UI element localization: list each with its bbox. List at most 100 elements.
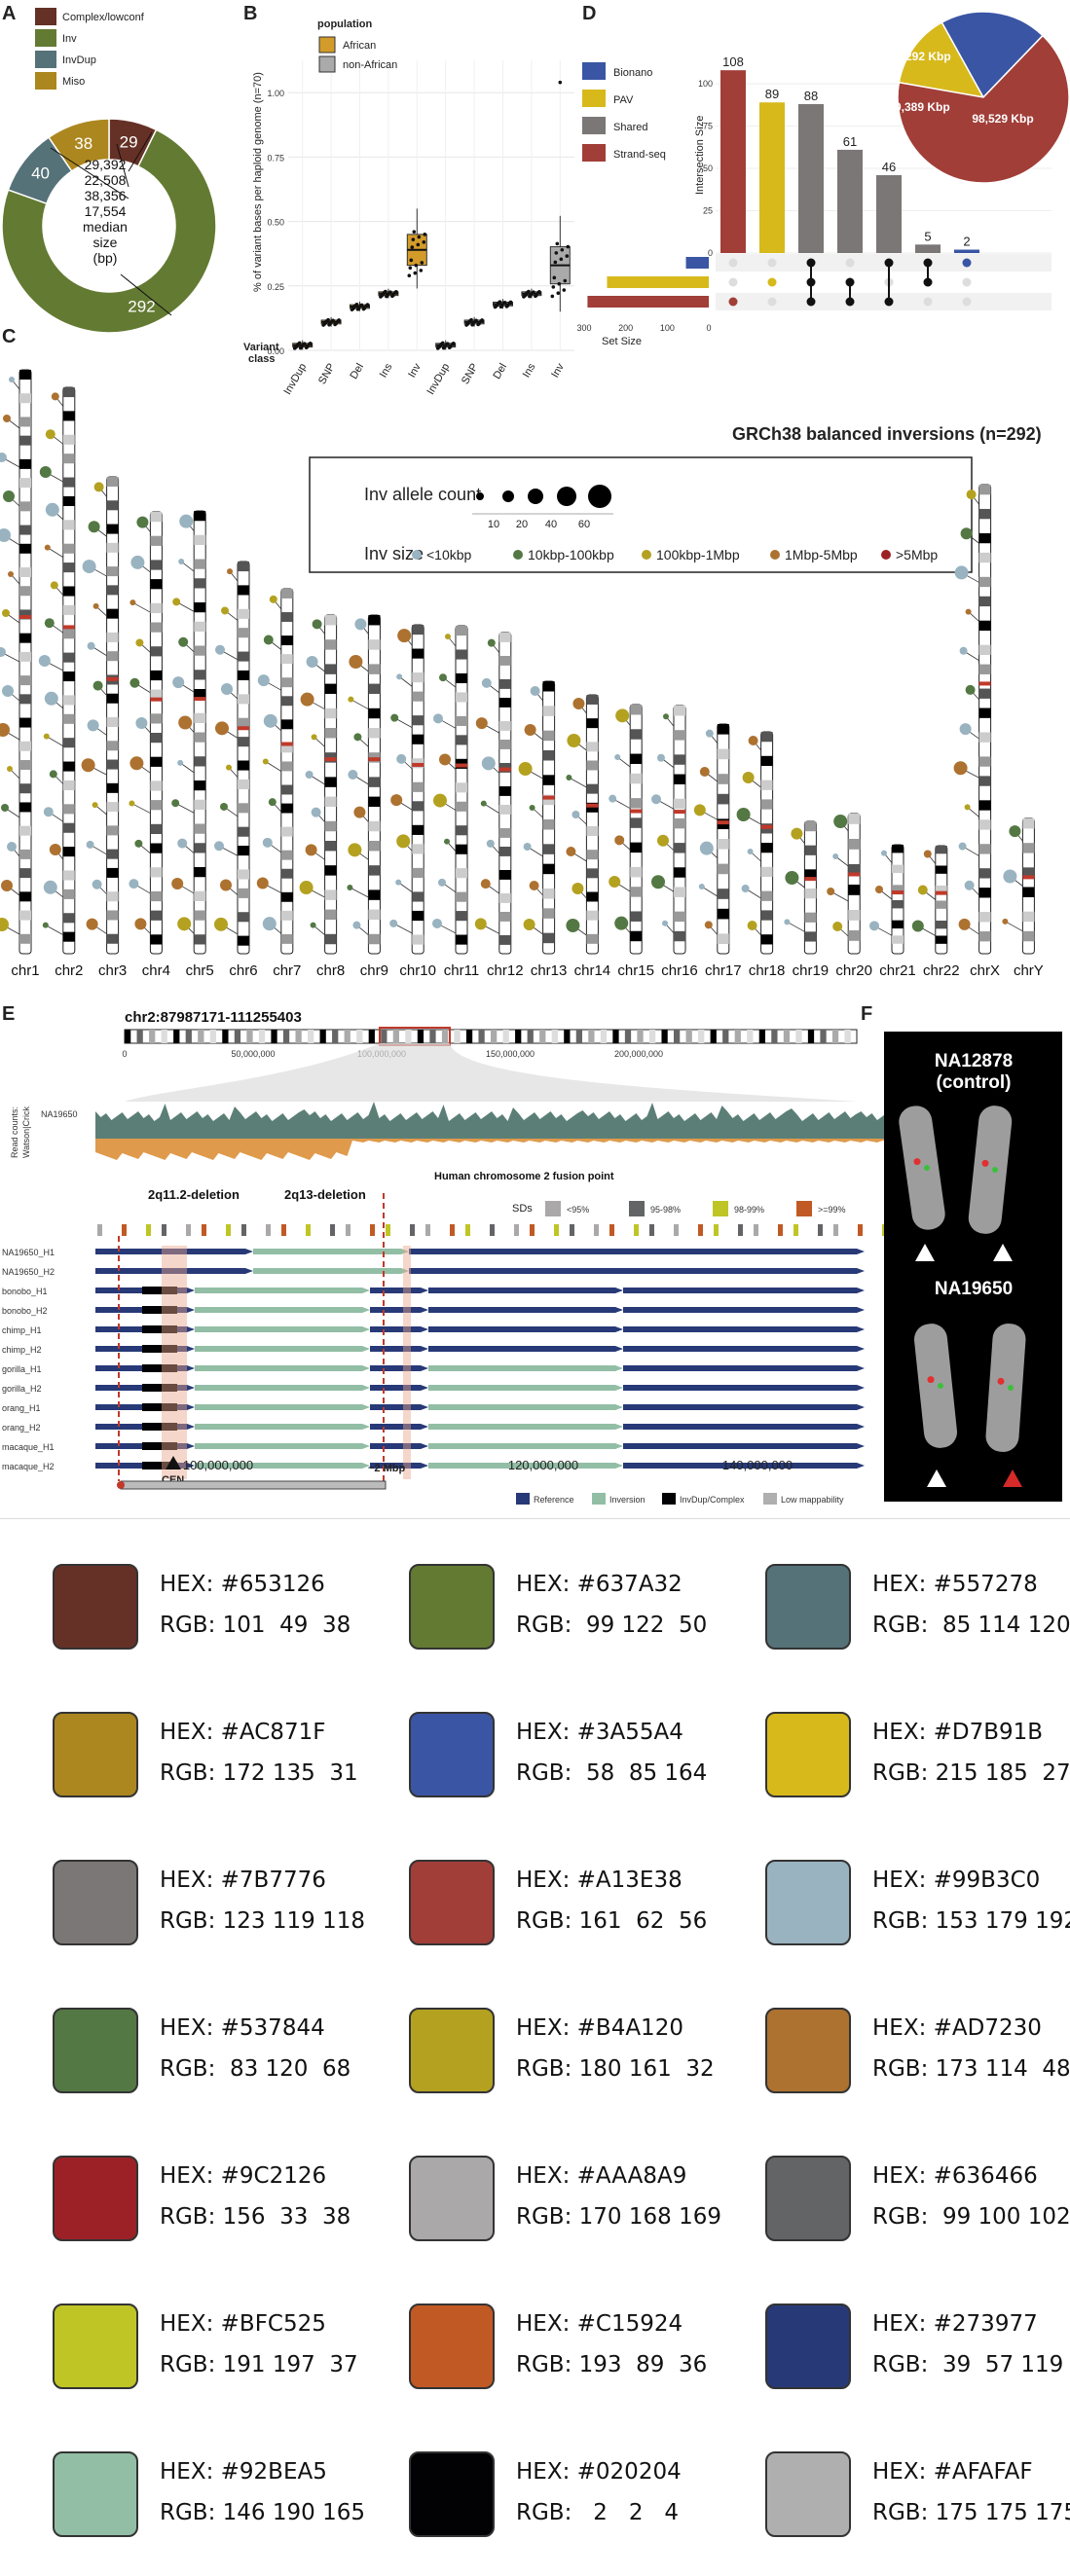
color-palette: HEX: #653126 RGB: 101 49 38 HEX: #637A32 RG… [0, 1518, 1070, 2576]
point-0-10 [305, 345, 310, 349]
size-label-3: 1Mbp-5Mbp [785, 547, 858, 562]
sd-block-35 [818, 1224, 823, 1236]
lollipop-chr7-7 [256, 877, 269, 889]
band-chr11-9 [456, 825, 467, 836]
e-legend-swatch-2 [662, 1493, 676, 1505]
lollipop-chr5-3 [178, 636, 189, 647]
band-chr2-20 [62, 822, 75, 833]
band-chr10-0 [412, 625, 424, 635]
chr2-band-43 [648, 1030, 656, 1043]
palette-entry: HEX: #AC871F RGB: 172 135 31 [0, 1690, 358, 1831]
panel-d-upset-bars: 0 25 50 75 100 108 89 88 61 46 5 2 [698, 54, 1052, 258]
size-dot-4 [881, 550, 891, 560]
intersection-bar-4 [876, 175, 902, 253]
band-chr1-12 [19, 633, 31, 643]
fish-red-signal-2 [981, 1159, 989, 1167]
point-2-11 [365, 303, 370, 307]
band-chr17-5 [717, 839, 729, 850]
legend-swatch-african [318, 36, 336, 54]
palette-swatch [765, 2451, 851, 2537]
band-chr17-2 [717, 774, 729, 784]
fish-chromosome-2 [968, 1106, 1013, 1234]
band-chr17-3 [717, 793, 729, 805]
lollipop-chr6-9 [214, 917, 228, 931]
haplotype-seg-5-2 [370, 1346, 428, 1352]
band-chr18-1 [760, 755, 773, 767]
x-tick-4: Inv [406, 361, 424, 380]
lollipop-chr13-5 [529, 881, 539, 890]
point-9-0 [550, 294, 555, 299]
band-chr8-9 [324, 820, 337, 832]
palette-swatch [409, 2156, 495, 2241]
chr2-band-20 [368, 1030, 375, 1043]
band-chr17-8 [717, 908, 729, 920]
chr2-band-7 [209, 1030, 216, 1043]
matrix-dot-bg-0-0 [728, 258, 738, 268]
band-chr2-23 [62, 889, 75, 899]
fish-arrow-4 [1003, 1469, 1022, 1487]
band-chr4-10 [150, 733, 163, 744]
band-chr2-12 [62, 652, 75, 663]
lollipop-chr6-0 [227, 568, 233, 575]
pie-slice-bionano [941, 11, 1045, 99]
point-2-9 [359, 303, 364, 308]
lollipop-chr5-5 [178, 715, 193, 730]
centromere-chr11 [456, 763, 467, 768]
lollipop-stem-chr17-4 [701, 886, 719, 897]
e-legend-swatch-1 [592, 1493, 606, 1505]
band-chr11-2 [456, 672, 467, 684]
haplotype-seg-4-4 [623, 1326, 865, 1332]
haplotype-label-5: chimp_H2 [2, 1345, 42, 1355]
invdup-block-4 [142, 1325, 177, 1333]
band-chr10-11 [412, 867, 424, 879]
zoom-wedge [125, 1043, 857, 1102]
palette-hex: HEX: #92BEA5 [160, 2459, 327, 2485]
band-chr7-1 [280, 612, 293, 622]
point-0-9 [302, 342, 307, 345]
lollipop-chr4-2 [129, 599, 136, 606]
band-chr16-8 [674, 887, 685, 897]
band-chrY-4 [1022, 911, 1035, 923]
band-chr2-1 [62, 411, 75, 421]
haplotype-seg-5-4 [623, 1346, 865, 1352]
band-chr3-12 [106, 741, 119, 751]
lollipop-chr15-5 [614, 916, 629, 930]
pie-slice-pav [898, 20, 985, 99]
lollipop-chr7-0 [269, 595, 277, 603]
chr2-band-36 [564, 1030, 571, 1043]
palette-hex: HEX: #AAA8A9 [516, 2163, 687, 2189]
lollipop-chr10-7 [389, 919, 398, 927]
chr2-band-49 [722, 1030, 729, 1043]
lollipop-chr17-2 [693, 804, 706, 816]
band-chr10-5 [412, 734, 424, 744]
band-chr21-4 [892, 920, 904, 929]
scale-bar-start [117, 1481, 125, 1489]
band-chr11-1 [456, 649, 467, 660]
lollipop-chr7-3 [263, 713, 277, 728]
sd-block-28 [674, 1224, 679, 1236]
point-1-10 [334, 321, 338, 326]
chr2-ideogram: 050,000,000100,000,000150,000,000200,000… [122, 1027, 858, 1102]
fish-chromosome-3 [913, 1324, 958, 1448]
band-chr1-9 [19, 567, 31, 577]
lollipop-chr16-0 [663, 713, 669, 720]
lollipop-chr3-8 [92, 802, 98, 809]
sds-label-1: 95-98% [650, 1205, 681, 1215]
lollipop-chr6-8 [220, 879, 232, 891]
lollipop-chr17-5 [704, 921, 713, 929]
lollipop-chr5-1 [178, 559, 185, 565]
band-chr7-0 [280, 589, 293, 599]
chr2-band-56 [807, 1030, 815, 1043]
band-chr18-6 [760, 866, 773, 878]
haplotype-seg-2-4 [623, 1288, 865, 1293]
point-5-13 [440, 341, 445, 345]
invdup-block-6 [142, 1364, 177, 1372]
intersection-value-1: 89 [765, 87, 779, 101]
band-chr11-14 [456, 934, 467, 945]
chr2-band-22 [392, 1030, 399, 1043]
haplotype-seg-8-3 [428, 1404, 623, 1410]
lollipop-chr8-8 [310, 922, 316, 928]
palette-rgb: RGB: 123 119 118 [160, 1908, 365, 1934]
donut-value-inv: 292 [128, 297, 155, 315]
band-chr3-15 [106, 802, 119, 813]
